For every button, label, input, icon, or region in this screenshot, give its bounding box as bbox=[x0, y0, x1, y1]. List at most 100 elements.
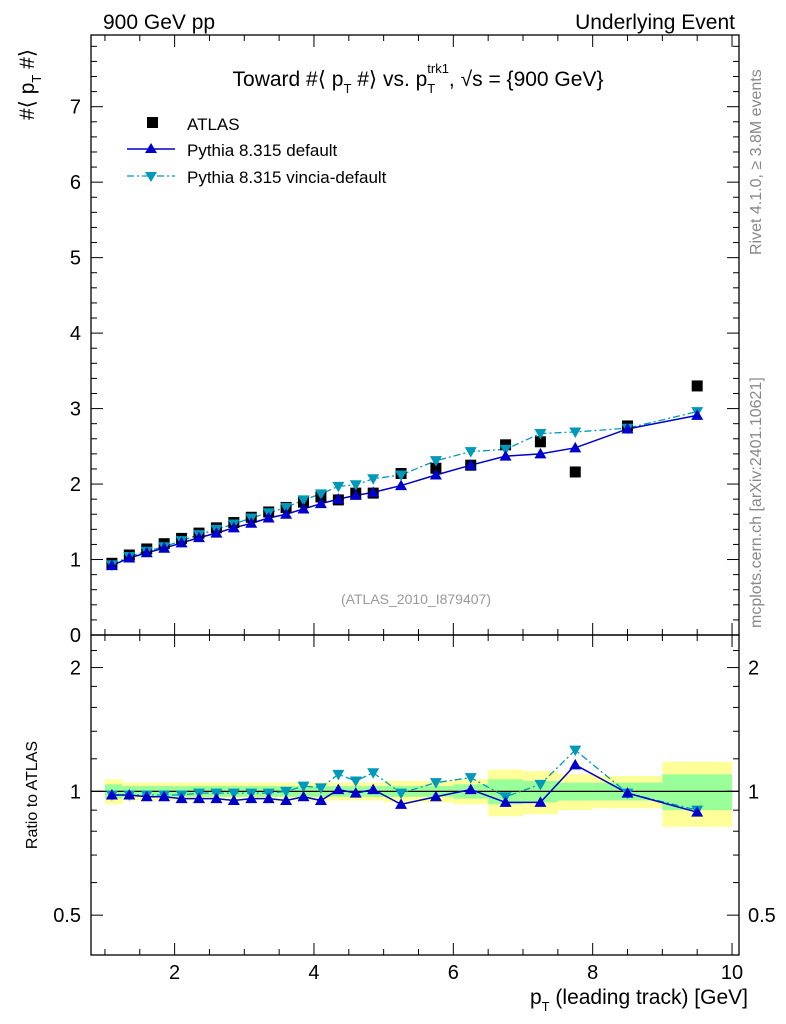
ratio-default-point bbox=[175, 792, 188, 804]
ratio-panel-frame bbox=[90, 634, 740, 956]
ratio-y-tick-label-right: 1 bbox=[748, 781, 759, 803]
x-tick-label: 2 bbox=[169, 962, 180, 984]
default-data-point bbox=[210, 527, 223, 538]
vincia-data-point bbox=[280, 502, 293, 514]
ratio-vincia-point bbox=[569, 745, 582, 757]
ratio-vincia-point bbox=[314, 783, 327, 794]
ratio-default-point bbox=[245, 792, 258, 804]
main-y-tick-label: 1 bbox=[70, 550, 81, 572]
default-data-point bbox=[569, 441, 582, 453]
default-data-point bbox=[227, 521, 240, 533]
ratio-default-point bbox=[158, 790, 171, 802]
legend-atlas-label: ATLAS bbox=[187, 115, 240, 134]
ratio-vincia-point bbox=[534, 779, 547, 791]
main-y-tick-label: 2 bbox=[70, 474, 81, 496]
ratio-y-tick-label-right: 2 bbox=[748, 658, 759, 680]
main-y-tick-label: 4 bbox=[70, 323, 81, 345]
ratio-default-point bbox=[123, 788, 136, 800]
default-series-line bbox=[111, 414, 698, 567]
ratio-y-tick-label: 1 bbox=[70, 781, 81, 803]
ratio-default-point bbox=[621, 787, 634, 798]
legend-vincia-label: Pythia 8.315 vincia-default bbox=[187, 168, 387, 187]
default-data-point bbox=[140, 546, 153, 558]
vincia-data-point bbox=[332, 481, 345, 493]
x-tick-label: 6 bbox=[448, 962, 459, 984]
main-y-tick-label: 0 bbox=[70, 625, 81, 647]
header-right: Underlying Event bbox=[575, 11, 735, 34]
x-tick-label: 4 bbox=[308, 962, 319, 984]
default-data-point bbox=[621, 422, 634, 434]
legend: ATLAS Pythia 8.315 default Pythia 8.315 … bbox=[127, 115, 387, 187]
ratio-default-point bbox=[314, 794, 327, 806]
ratio-default-point bbox=[193, 792, 205, 804]
ratio-vincia-point bbox=[367, 768, 380, 779]
default-data-point bbox=[245, 517, 258, 528]
default-data-point bbox=[314, 497, 327, 509]
ratio-vincia-point bbox=[349, 776, 362, 787]
ratio-default-point bbox=[464, 783, 477, 795]
ratio-vincia-point bbox=[395, 788, 408, 800]
vincia-data-point bbox=[534, 428, 547, 440]
default-data-point bbox=[367, 486, 380, 497]
ratio-y-tick-labels: 0.5 0.5 1 1 2 2 bbox=[53, 658, 776, 928]
ratio-default-point bbox=[332, 783, 345, 795]
main-plot-content bbox=[105, 380, 704, 571]
ratio-plot-content bbox=[105, 745, 704, 817]
ratio-default-point bbox=[210, 792, 223, 804]
ratio-default-point bbox=[429, 790, 442, 802]
legend-atlas-marker bbox=[147, 117, 158, 128]
ratio-vincia-point bbox=[297, 781, 310, 793]
vincia-data-point bbox=[464, 447, 477, 458]
default-data-point bbox=[105, 559, 118, 571]
default-data-point bbox=[262, 512, 275, 523]
default-data-point bbox=[499, 450, 512, 461]
ratio-y-tick-label: 0.5 bbox=[53, 905, 81, 927]
main-axis-ticks bbox=[91, 35, 739, 636]
main-y-axis-label: #⟨ pT #⟩ bbox=[16, 49, 44, 120]
ratio-default-point bbox=[280, 794, 293, 806]
ratio-default-point bbox=[140, 790, 153, 802]
atlas-data-point bbox=[500, 439, 512, 451]
vincia-data-point bbox=[367, 474, 380, 485]
main-y-tick-labels: 0 1 2 3 4 5 6 7 bbox=[70, 97, 81, 647]
ratio-default-point bbox=[395, 798, 408, 809]
default-data-point bbox=[193, 531, 205, 543]
legend-vincia-marker bbox=[145, 172, 157, 182]
default-data-point bbox=[158, 542, 171, 553]
ratio-default-point bbox=[569, 758, 582, 770]
ratio-y-axis-label: Ratio to ATLAS bbox=[24, 741, 41, 849]
mcplots-label: mcplots.cern.ch [arXiv:2401.10621] bbox=[748, 377, 765, 628]
default-data-point bbox=[175, 536, 188, 548]
vincia-data-point bbox=[314, 489, 327, 500]
legend-default-label: Pythia 8.315 default bbox=[187, 141, 338, 160]
x-axis-label: pT (leading track) [GeV] bbox=[530, 986, 748, 1014]
default-data-point bbox=[691, 409, 704, 420]
ratio-vincia-point bbox=[227, 788, 240, 800]
default-data-point bbox=[123, 552, 136, 563]
ratio-default-point bbox=[349, 787, 362, 798]
legend-default-marker bbox=[145, 143, 157, 153]
main-y-tick-label: 5 bbox=[70, 248, 81, 270]
ratio-vincia-point bbox=[280, 786, 293, 798]
ratio-default-point bbox=[499, 796, 512, 807]
ratio-default-point bbox=[367, 783, 380, 795]
vincia-data-point bbox=[569, 427, 582, 438]
ratio-vincia-point bbox=[464, 773, 477, 784]
atlas-data-point bbox=[691, 380, 703, 392]
vincia-data-point bbox=[395, 470, 408, 481]
main-y-tick-label: 7 bbox=[70, 97, 81, 119]
vincia-data-point bbox=[349, 480, 362, 491]
ratio-default-point bbox=[227, 794, 240, 806]
x-tick-label: 10 bbox=[721, 962, 743, 984]
main-y-tick-label: 6 bbox=[70, 172, 81, 194]
ratio-axis-ticks bbox=[91, 634, 739, 956]
default-data-point bbox=[534, 447, 547, 459]
x-tick-labels: 2 4 6 8 10 bbox=[169, 962, 743, 984]
atlas-data-point bbox=[534, 436, 546, 448]
default-data-point bbox=[280, 508, 293, 519]
ratio-default-point bbox=[297, 790, 310, 802]
ratio-default-point bbox=[262, 792, 275, 804]
analysis-id: (ATLAS_2010_I879407) bbox=[341, 591, 491, 607]
rivet-label: Rivet 4.1.0, ≥ 3.8M events bbox=[748, 69, 765, 255]
